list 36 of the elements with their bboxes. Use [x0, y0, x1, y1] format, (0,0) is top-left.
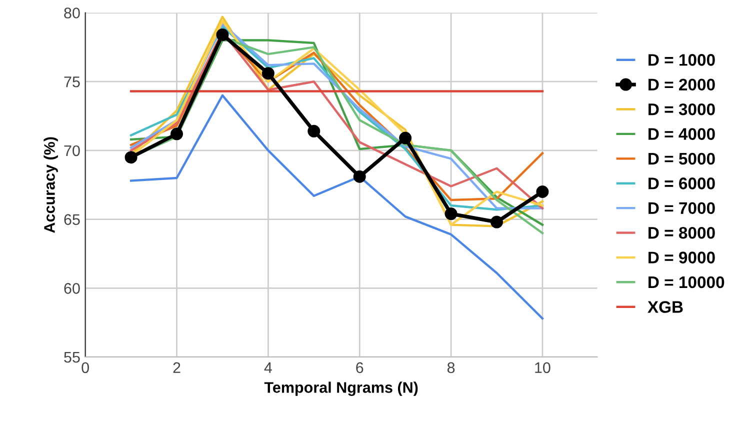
x-axis-title: Temporal Ngrams (N) — [264, 382, 418, 396]
legend-label: D = 6000 — [648, 178, 715, 190]
point — [216, 28, 229, 42]
y-tick-label: 70 — [64, 145, 80, 156]
x-tick-label: 10 — [535, 362, 550, 374]
point — [490, 216, 503, 228]
legend-label: D = 10000 — [648, 276, 724, 288]
legend-label: D = 9000 — [648, 252, 715, 264]
legend-label: D = 2000 — [648, 78, 715, 91]
y-tick-label: 80 — [64, 8, 80, 18]
point — [444, 208, 458, 220]
point — [262, 67, 274, 80]
x-tick-label: 2 — [173, 362, 180, 373]
x-tick-label: 0 — [82, 362, 89, 374]
legend-label: D = 5000 — [648, 152, 715, 165]
y-tick-label: 75 — [64, 76, 80, 88]
point — [399, 132, 412, 144]
x-tick-label: 6 — [356, 362, 364, 374]
y-tick-label: 55 — [64, 352, 80, 363]
y-tick-label: 60 — [64, 283, 80, 294]
legend-label: D = 8000 — [648, 226, 715, 239]
legend-label: D = 4000 — [648, 128, 715, 140]
x-tick-label: 8 — [447, 362, 455, 374]
y-axis-title: Accuracy (%) — [44, 137, 58, 233]
legend-label: D = 7000 — [648, 202, 715, 214]
point — [536, 186, 549, 198]
line-series — [130, 94, 544, 320]
point — [170, 128, 184, 140]
y-tick-label: 65 — [64, 214, 80, 225]
point — [308, 124, 320, 138]
legend-label: D = 3000 — [648, 103, 715, 116]
x-tick-label: 4 — [264, 362, 272, 373]
legend-label: XGB — [648, 301, 683, 313]
legend-label: D = 1000 — [648, 54, 715, 66]
point — [353, 170, 366, 183]
point — [124, 151, 138, 164]
